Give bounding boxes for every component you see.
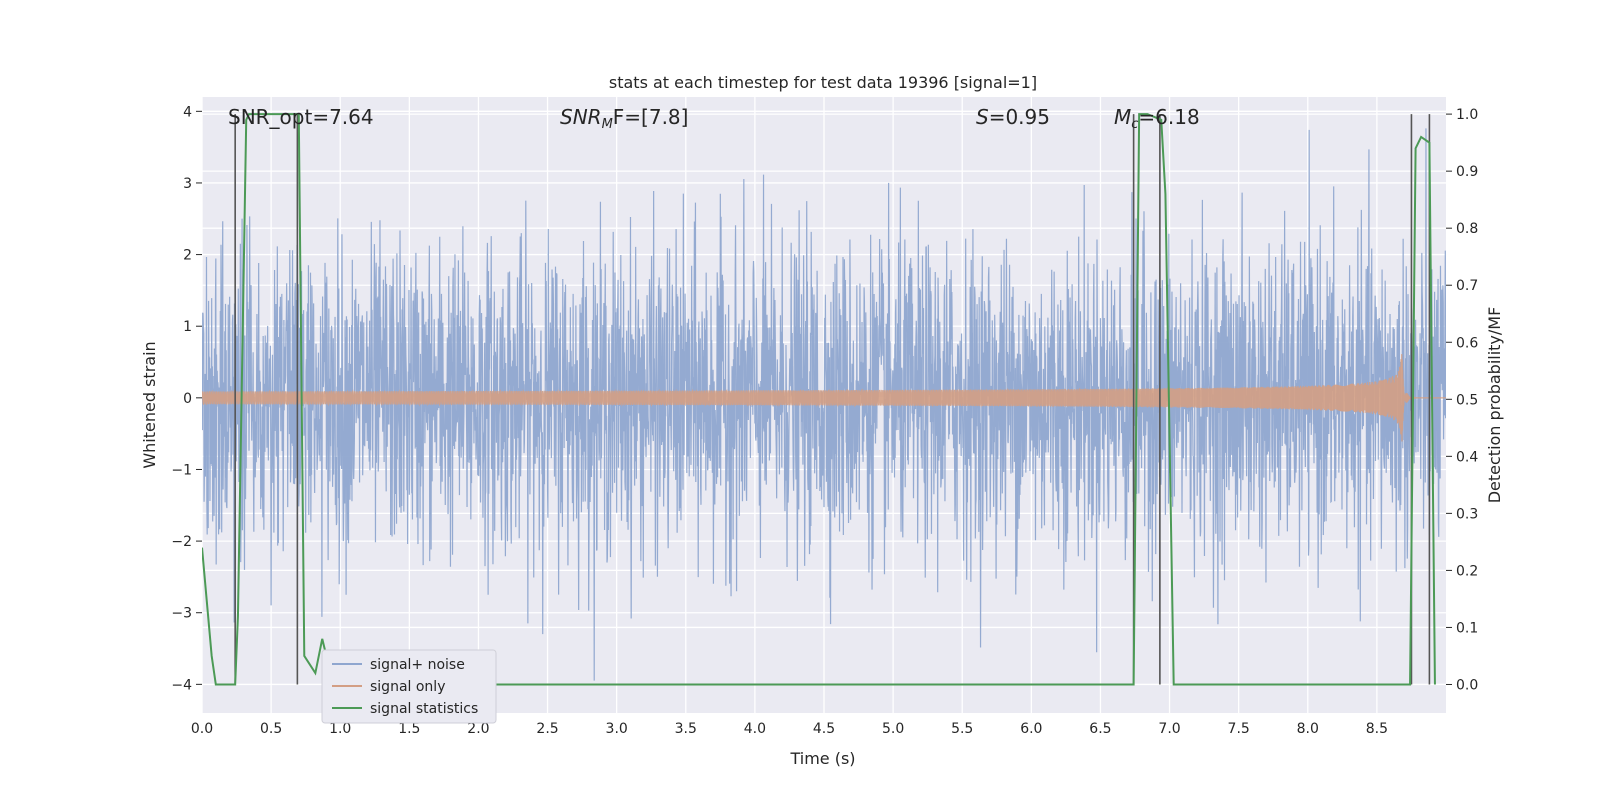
y-tick-label: −3 [171,606,192,622]
x-tick-label: 0.5 [260,721,282,737]
x-tick-label: 7.0 [1158,721,1180,737]
y-tick-label: −4 [171,677,192,693]
s-annotation: S=0.95 [976,105,1050,129]
x-tick-label: 1.5 [398,721,420,737]
y2-tick-label: 1.0 [1456,107,1478,123]
x-tick-label: 1.0 [329,721,351,737]
y-tick-label: 0 [183,391,192,407]
mc-annotation: Mc=6.18 [1114,105,1200,132]
x-tick-label: 6.5 [1089,721,1111,737]
x-tick-label: 2.0 [467,721,489,737]
x-tick-label: 3.5 [675,721,697,737]
y-axis-ticks: −4 −3 −2 −1 0 1 2 3 4 [171,104,202,693]
y2-tick-label: 0.3 [1456,506,1478,522]
x-tick-label: 7.5 [1228,721,1250,737]
x-axis-ticks: 0.0 0.5 1.0 1.5 2.0 2.5 3.0 3.5 4.0 4.5 5.0 5.5 6.0 6… [191,721,1388,737]
y-tick-label: 3 [183,176,192,192]
x-tick-label: 8.5 [1366,721,1388,737]
x-tick-label: 8.0 [1297,721,1319,737]
y2-tick-label: 0.6 [1456,335,1478,351]
x-tick-label: 4.0 [744,721,766,737]
y2-tick-label: 0.1 [1456,620,1478,636]
y-tick-label: 1 [183,319,192,335]
x-tick-label: 5.5 [951,721,973,737]
x-tick-label: 4.5 [813,721,835,737]
signal-noise-line [202,128,1446,681]
x-tick-label: 2.5 [536,721,558,737]
x-tick-label: 5.0 [882,721,904,737]
snr-opt-annotation: SNR_opt=7.64 [228,105,374,129]
signal-noise-series [202,128,1446,681]
y2-tick-label: 0.9 [1456,164,1478,180]
x-tick-label: 3.0 [606,721,628,737]
y2-axis-label: Detection probability/MF [1485,307,1504,504]
y-tick-label: 4 [183,104,192,120]
legend-label-signal: signal only [370,679,445,695]
x-tick-label: 0.0 [191,721,213,737]
y2-tick-label: 0.4 [1456,449,1478,465]
legend: signal+ noise signal only signal statist… [321,649,497,724]
chart-title: stats at each timestep for test data 193… [609,73,1037,92]
signal-only-series [202,354,1446,442]
x-tick-label: 6.0 [1020,721,1042,737]
y2-tick-label: 0.0 [1456,677,1478,693]
snr-mf-annotation: SNRMF=[7.8] [560,105,688,132]
y-tick-label: −1 [171,462,192,478]
legend-label-stats: signal statistics [370,701,478,717]
y2-tick-label: 0.7 [1456,278,1478,294]
y2-tick-label: 0.5 [1456,392,1478,408]
y2-tick-label: 0.2 [1456,563,1478,579]
signal-only-line [202,354,1446,442]
legend-box [321,649,497,724]
y2-tick-label: 0.8 [1456,221,1478,237]
y-tick-label: −2 [171,534,192,550]
y-axis-label: Whitened strain [140,341,159,468]
y-tick-label: 2 [183,248,192,264]
y2-axis-ticks: 0.0 0.1 0.2 0.3 0.4 0.5 0.6 0.7 0.8 0.9 1.0 [1446,107,1478,693]
legend-label-noise: signal+ noise [370,657,465,673]
x-axis-label: Time (s) [789,749,855,768]
